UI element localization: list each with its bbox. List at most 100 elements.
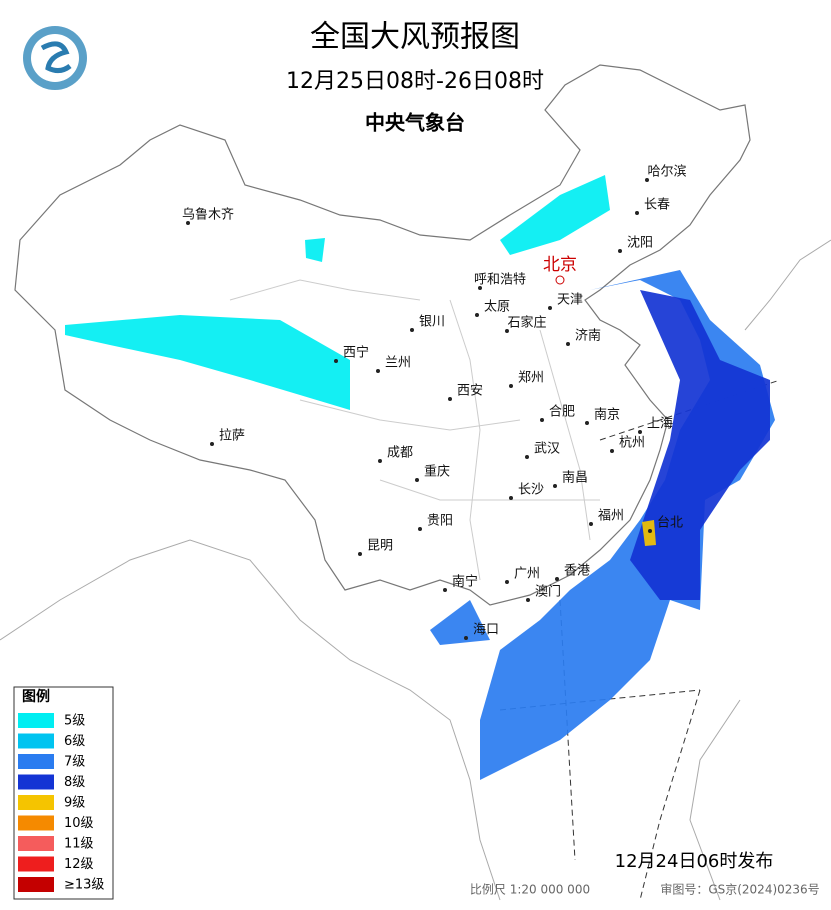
- city-label: 长沙: [518, 483, 544, 498]
- city-label: 香港: [564, 564, 590, 579]
- province-lines: [229, 279, 600, 581]
- wind-zone: [430, 600, 490, 645]
- city-label: 昆明: [367, 539, 393, 554]
- city-dot: [618, 249, 622, 253]
- legend-swatch: [18, 856, 54, 872]
- city-dot: [540, 418, 544, 422]
- legend-title: 图例: [22, 688, 50, 705]
- city-dot: [509, 496, 513, 500]
- city-label: 重庆: [424, 464, 450, 480]
- scale: 比例尺 1:20 000 000: [470, 883, 590, 897]
- city-dot: [638, 430, 642, 434]
- city-label: 南昌: [562, 470, 588, 486]
- city-label: 武汉: [534, 442, 560, 457]
- legend-label: 5级: [64, 714, 85, 729]
- legend-swatch: [18, 836, 54, 851]
- city-label: 台北: [657, 516, 683, 531]
- city-dot: [478, 286, 482, 290]
- city-dot: [526, 598, 530, 602]
- legend-label: 10级: [64, 816, 94, 831]
- city-dot: [415, 478, 419, 482]
- city-dot: [464, 636, 468, 640]
- city-label: 太原: [484, 300, 510, 315]
- city-label: 沈阳: [627, 236, 653, 251]
- city-label: 海口: [473, 623, 499, 638]
- city-label: 成都: [387, 446, 413, 461]
- city-label: 西宁: [343, 345, 369, 361]
- city-dot: [443, 588, 447, 592]
- city-dot: [410, 328, 414, 332]
- city-label: 长春: [644, 198, 670, 213]
- city-label: 上海: [647, 417, 673, 432]
- city-dot: [645, 178, 649, 182]
- city-dot: [648, 529, 652, 533]
- city-dot: [566, 342, 570, 346]
- legend-swatch: [18, 733, 54, 749]
- capital-marker: [555, 275, 565, 285]
- city-label: 天津: [557, 293, 583, 308]
- city-dot: [358, 552, 362, 556]
- wind-zone: [305, 238, 325, 262]
- legend-label: 12级: [64, 857, 94, 872]
- city-dot: [635, 211, 639, 215]
- city-dot: [555, 577, 559, 581]
- title: 全国大风预报图: [310, 20, 520, 55]
- legend-label: 9级: [64, 796, 85, 811]
- city-label: 拉萨: [219, 429, 245, 444]
- wind-zone: [65, 315, 350, 410]
- city-dot: [505, 580, 509, 584]
- issuer: 中央气象台: [365, 111, 465, 135]
- legend-label: 8级: [64, 775, 85, 790]
- city-dot: [610, 449, 614, 453]
- city-dot: [553, 484, 557, 488]
- city-dot: [448, 397, 452, 401]
- neighbor-coast: [0, 239, 831, 901]
- capital-label: 北京: [543, 255, 577, 275]
- wind-zone: [642, 520, 656, 546]
- published: 12月24日06时发布: [615, 851, 774, 872]
- city-dot: [589, 522, 593, 526]
- city-dot: [376, 369, 380, 373]
- city-label: 济南: [575, 328, 601, 344]
- legend-swatch: [18, 877, 54, 892]
- city-label: 石家庄: [507, 315, 546, 331]
- city-dot: [548, 306, 552, 310]
- legend-swatch: [18, 754, 54, 769]
- legend-label: 11级: [64, 837, 94, 852]
- wind-zone: [500, 175, 610, 255]
- city-dot: [334, 359, 338, 363]
- city-dot: [418, 527, 422, 531]
- city-dot: [186, 221, 190, 225]
- city-label: 银川: [419, 315, 445, 330]
- city-dot: [378, 459, 382, 463]
- city-label: 杭州: [619, 436, 645, 451]
- city-label: 乌鲁木齐: [182, 207, 234, 223]
- city-label: 郑州: [518, 371, 544, 386]
- city-label: 贵阳: [427, 514, 453, 529]
- city-label: 西安: [457, 384, 483, 399]
- city-dot: [505, 329, 509, 333]
- city-dot: [509, 384, 513, 388]
- legend-label: 6级: [64, 734, 85, 749]
- approval: 审图号：GS京(2024)0236号: [660, 882, 819, 897]
- wind-zone: [630, 290, 770, 600]
- city-label: 合肥: [549, 405, 575, 420]
- legend-swatch: [18, 774, 54, 790]
- city-label: 广州: [514, 567, 540, 582]
- legend-label: 7级: [64, 755, 85, 770]
- legend-swatch: [18, 713, 54, 728]
- city-dot: [585, 421, 589, 425]
- city-dot: [210, 442, 214, 446]
- city-label: 兰州: [385, 356, 411, 371]
- city-dot: [525, 455, 529, 459]
- city-label: 呼和浩特: [474, 273, 526, 288]
- city-label: 哈尔滨: [647, 164, 686, 180]
- city-label: 南宁: [452, 574, 478, 590]
- legend-swatch: [18, 815, 54, 831]
- city-dot: [475, 313, 479, 317]
- logo-mark: [40, 41, 72, 74]
- city-label: 福州: [598, 509, 624, 524]
- legend-swatch: [18, 795, 54, 810]
- city-label: 南京: [594, 407, 620, 423]
